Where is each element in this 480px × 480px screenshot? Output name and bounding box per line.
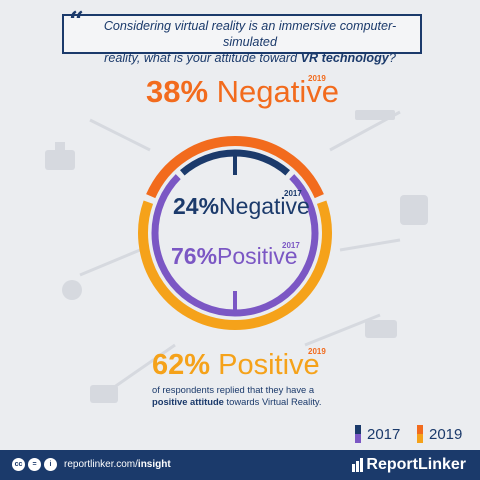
- negative-2017-word: Negative: [219, 193, 310, 219]
- legend-2017-label: 2017: [367, 425, 401, 443]
- negative-2017-label: 24%Negative: [173, 193, 310, 220]
- nd-icon: =: [28, 458, 41, 471]
- question-line1: Considering virtual reality is an immers…: [103, 19, 397, 49]
- negative-2019-year: 2019: [308, 74, 326, 83]
- negative-2017-percent: 24%: [173, 193, 220, 219]
- positive-2017-percent: 76%: [171, 243, 218, 269]
- positive-note: of respondents replied that they have a …: [152, 384, 352, 408]
- question-line2-start: reality, what is your attitude toward: [104, 51, 301, 65]
- question-line2-end: ?: [388, 51, 396, 65]
- negative-2019-label: 38% Negative: [146, 74, 339, 110]
- legend-2017: 2017: [355, 425, 400, 443]
- site-link[interactable]: reportlinker.com/insight: [64, 459, 171, 470]
- positive-2019-year: 2019: [308, 347, 326, 356]
- positive-2017-year: 2017: [282, 241, 300, 250]
- positive-2017-word: Positive: [217, 243, 298, 269]
- note-text2: towards Virtual Reality.: [223, 396, 322, 407]
- by-icon: i: [44, 458, 57, 471]
- negative-2019-percent: 38%: [146, 74, 209, 109]
- question-line2-bold: VR technology: [300, 51, 389, 65]
- ring-2019-positive-segment: [138, 200, 332, 330]
- quote-icon: “: [69, 7, 84, 37]
- positive-2019-percent: 62%: [152, 349, 211, 381]
- legend-2019: 2019: [417, 425, 462, 443]
- negative-2017-year: 2017: [284, 189, 302, 198]
- site-link-bold: insight: [137, 459, 171, 470]
- note-bold1: positive: [152, 396, 188, 407]
- note-text1: of respondents replied that they have a: [152, 384, 315, 395]
- positive-2019-label: 62% Positive: [152, 349, 320, 382]
- note-bold2: attitude: [190, 396, 224, 407]
- brand-logo[interactable]: ReportLinker: [352, 456, 466, 474]
- legend-2019-label: 2019: [429, 425, 463, 443]
- footer-bar: cc = i reportlinker.com/insight ReportLi…: [0, 450, 480, 480]
- positive-2017-label: 76%Positive: [171, 243, 298, 270]
- brand-bars-icon: [352, 457, 364, 472]
- site-link-start: reportlinker.com/: [64, 459, 138, 470]
- brand-name: ReportLinker: [366, 456, 466, 473]
- positive-2019-word: Positive: [218, 349, 320, 381]
- legend-2017-swatch: [355, 425, 361, 443]
- legend-2019-swatch: [417, 425, 423, 443]
- ring-2019-negative-segment: [146, 136, 324, 199]
- question-box: “ Considering virtual reality is an imme…: [62, 7, 422, 65]
- cc-icon: cc: [12, 458, 25, 471]
- negative-2019-word: Negative: [216, 74, 340, 109]
